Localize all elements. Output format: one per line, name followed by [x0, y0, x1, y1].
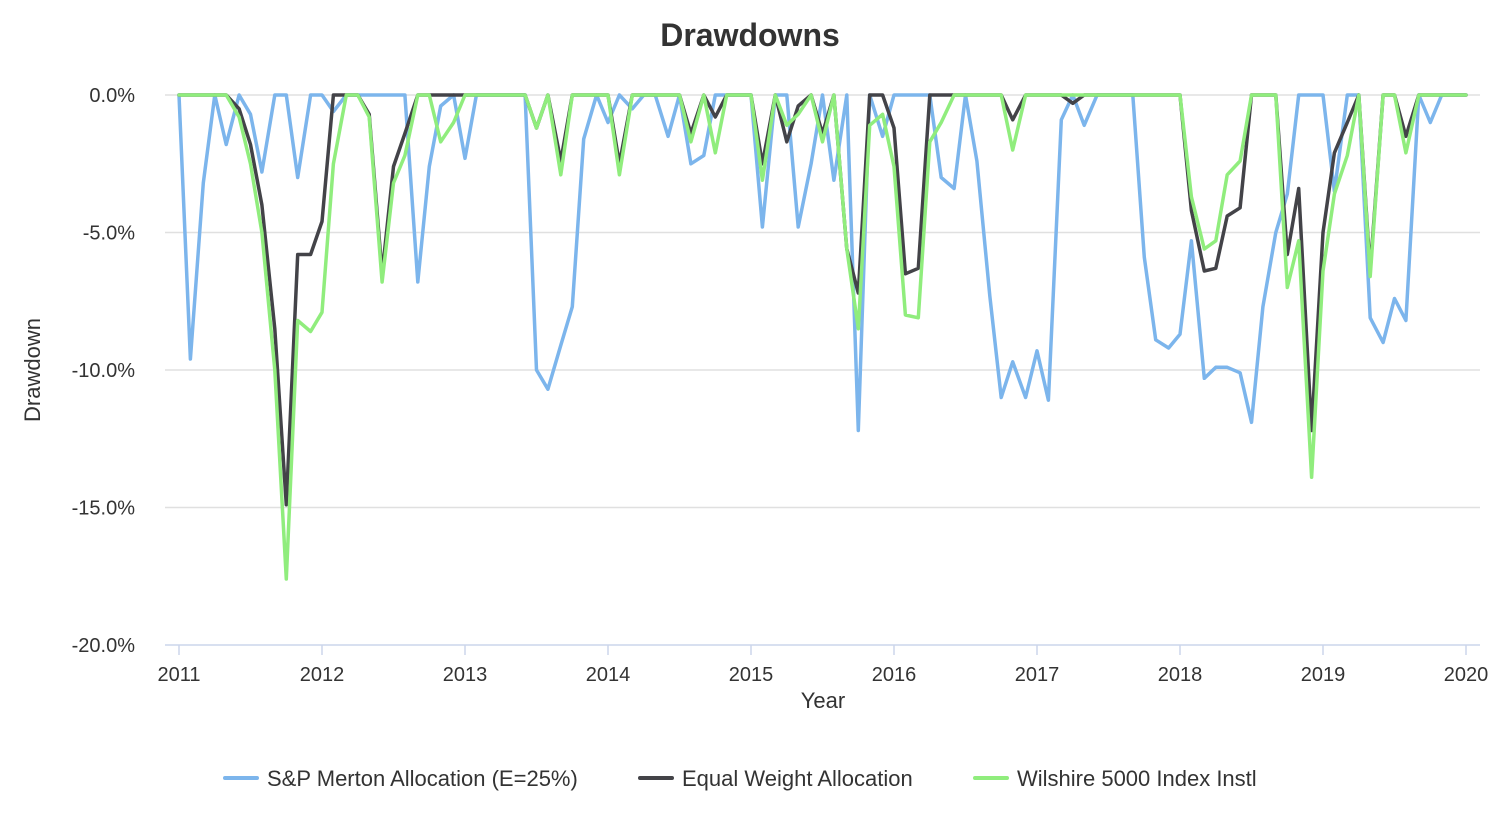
x-tick-label: 2019 [1301, 664, 1346, 686]
legend-label: Wilshire 5000 Index Instl [1017, 766, 1257, 791]
x-tick-label: 2016 [872, 664, 917, 686]
legend-item[interactable]: Equal Weight Allocation [638, 766, 913, 791]
x-tick-label: 2012 [300, 664, 345, 686]
x-tick-label: 2014 [586, 664, 631, 686]
y-tick-label: -20.0% [72, 635, 136, 657]
y-axis-ticks: 0.0% -5.0% -10.0% -15.0% -20.0% [72, 85, 136, 657]
y-tick-label: -15.0% [72, 498, 136, 520]
x-axis: 2011 2012 2013 2014 2015 2016 2017 2018 2019 2020 [157, 644, 1489, 686]
chart-title: Drawdowns [660, 17, 840, 53]
x-tick-label: 2020 [1444, 664, 1489, 686]
legend-item[interactable]: Wilshire 5000 Index Instl [973, 766, 1257, 791]
x-tick-label: 2013 [443, 664, 488, 686]
y-tick-label: -5.0% [83, 223, 135, 245]
y-tick-label: -10.0% [72, 360, 136, 382]
y-axis-label: Drawdown [20, 318, 45, 422]
legend-label: S&P Merton Allocation (E=25%) [267, 766, 578, 791]
legend-item[interactable]: S&P Merton Allocation (E=25%) [223, 766, 578, 791]
series-line-1 [177, 93, 1468, 433]
x-axis-label: Year [801, 688, 845, 713]
series-line-3 [177, 93, 1468, 581]
x-tick-label: 2011 [157, 664, 200, 686]
legend: S&P Merton Allocation (E=25%) Equal Weigh… [223, 766, 1257, 791]
series-lines [177, 93, 1468, 581]
x-tick-label: 2018 [1158, 664, 1203, 686]
legend-label: Equal Weight Allocation [682, 766, 913, 791]
x-tick-label: 2017 [1015, 664, 1060, 686]
x-tick-label: 2015 [729, 664, 774, 686]
y-tick-label: 0.0% [89, 85, 135, 107]
gridlines [165, 94, 1480, 509]
